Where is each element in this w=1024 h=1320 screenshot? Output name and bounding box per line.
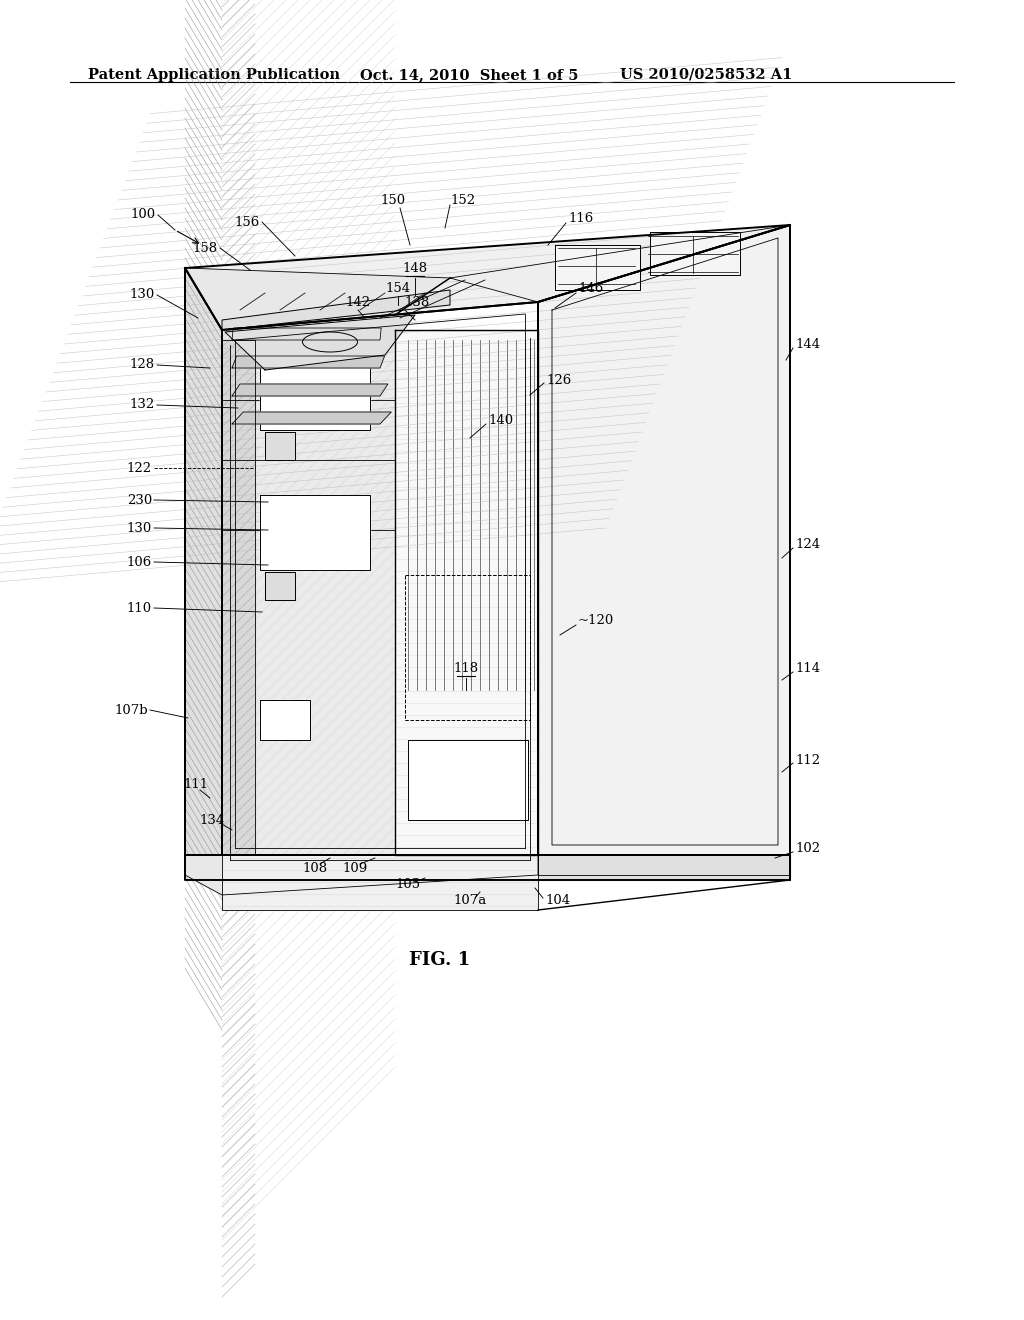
Polygon shape [185,224,790,330]
Polygon shape [408,741,528,820]
Text: 108: 108 [302,862,328,874]
Text: 134: 134 [200,813,224,826]
Text: 107b: 107b [115,704,148,717]
Polygon shape [450,224,790,302]
Text: 109: 109 [342,862,368,874]
Text: 158: 158 [193,242,218,255]
Polygon shape [232,356,385,368]
Text: 100: 100 [130,209,155,222]
Polygon shape [222,341,255,855]
Text: ~120: ~120 [578,614,614,627]
Text: 114: 114 [795,661,820,675]
Text: 110: 110 [127,602,152,615]
Text: 230: 230 [127,494,152,507]
Polygon shape [265,432,295,459]
Polygon shape [265,572,295,601]
Polygon shape [225,315,415,370]
Polygon shape [185,268,222,855]
Text: 154: 154 [385,281,411,294]
Polygon shape [260,700,310,741]
Polygon shape [260,495,370,570]
Polygon shape [538,224,790,855]
Text: 130: 130 [127,521,152,535]
Polygon shape [650,232,740,275]
Text: US 2010/0258532 A1: US 2010/0258532 A1 [620,69,793,82]
Text: 126: 126 [546,374,571,387]
Polygon shape [395,330,538,855]
Polygon shape [232,327,381,341]
Polygon shape [222,330,395,855]
Text: Oct. 14, 2010  Sheet 1 of 5: Oct. 14, 2010 Sheet 1 of 5 [360,69,579,82]
Text: 111: 111 [183,779,209,792]
Text: 150: 150 [381,194,406,206]
Text: 132: 132 [130,399,155,412]
Polygon shape [185,855,790,880]
Text: 102: 102 [795,842,820,854]
Polygon shape [538,855,790,875]
Polygon shape [222,855,538,909]
Text: Patent Application Publication: Patent Application Publication [88,69,340,82]
Text: 156: 156 [234,215,260,228]
Text: 130: 130 [130,289,155,301]
Polygon shape [555,246,640,290]
Text: 128: 128 [130,359,155,371]
Text: 118: 118 [454,661,478,675]
Text: 146: 146 [578,281,603,294]
Text: 107a: 107a [454,894,486,907]
Text: FIG. 1: FIG. 1 [410,950,471,969]
Polygon shape [232,412,391,424]
Polygon shape [232,384,388,396]
Polygon shape [185,268,450,330]
Text: 148: 148 [402,261,428,275]
Text: 140: 140 [488,413,513,426]
Text: 112: 112 [795,754,820,767]
Text: 106: 106 [127,556,152,569]
Polygon shape [185,855,538,895]
Text: 122: 122 [127,462,152,474]
Text: 144: 144 [795,338,820,351]
Text: 138: 138 [404,296,429,309]
Polygon shape [222,290,450,330]
Polygon shape [260,355,370,430]
Text: 142: 142 [345,296,371,309]
Text: 152: 152 [450,194,475,206]
Text: 124: 124 [795,539,820,552]
Text: 105: 105 [395,879,421,891]
Text: 116: 116 [568,211,593,224]
Text: 104: 104 [545,894,570,907]
